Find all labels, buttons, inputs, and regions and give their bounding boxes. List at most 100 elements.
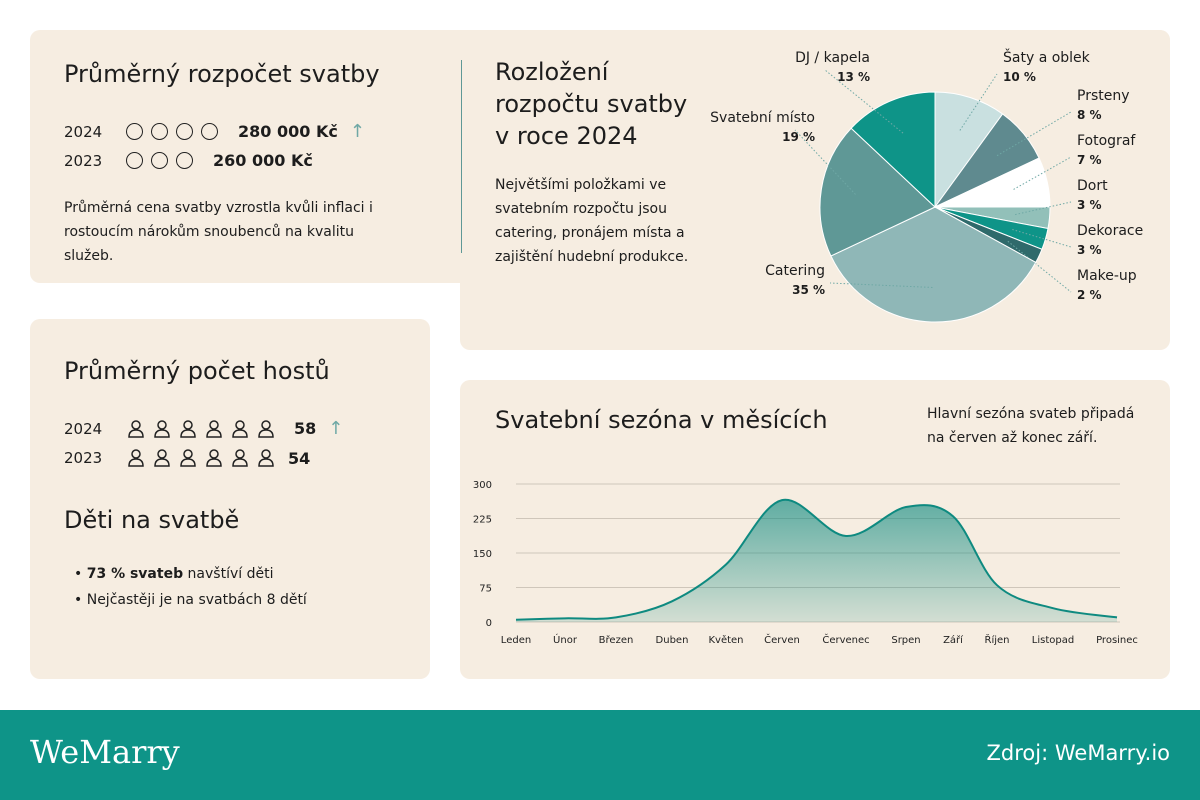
leader-line <box>829 282 933 288</box>
breakdown-title: Rozložení rozpočtu svatby v roce 2024 <box>495 58 688 150</box>
slice-percent: 3 % <box>1077 243 1102 257</box>
x-tick-label: Leden <box>501 635 531 646</box>
guests-value: 58 <box>294 419 317 438</box>
guests-row-2023: 2023 54 <box>64 448 310 468</box>
leader-line <box>959 73 998 131</box>
text: Nejčastěji je na svatbách 8 dětí <box>86 592 307 608</box>
person-icon <box>180 449 196 467</box>
slice-percent: 8 % <box>1077 108 1102 122</box>
source-text: Zdroj: WeMarry.io <box>986 741 1170 765</box>
person-icon <box>180 419 196 438</box>
person-icon <box>232 419 248 438</box>
slice-percent: 10 % <box>1003 70 1036 84</box>
x-tick-label: Červenec <box>822 633 869 646</box>
person-icon <box>258 419 274 438</box>
leader-line <box>1007 240 1072 293</box>
text: navštíví děti <box>183 566 274 582</box>
pie-chart: Šaty a oblek 10 % Prsteny 8 % Fotograf 7 % Dor… <box>710 48 1143 323</box>
slice-label: DJ / kapela <box>795 50 870 66</box>
y-tick-label: 300 <box>473 480 492 491</box>
coin-icon <box>201 123 218 140</box>
year: 2024 <box>64 122 103 141</box>
slice-percent: 2 % <box>1077 288 1102 302</box>
leader-line <box>996 111 1072 157</box>
coin-icon <box>126 152 143 169</box>
arrow-up-icon: ↑ <box>349 121 365 142</box>
x-tick-label: Únor <box>553 633 578 646</box>
pie-slice <box>934 91 1004 209</box>
series-line <box>515 498 1118 621</box>
coin-icon <box>151 152 168 169</box>
area-fill <box>516 499 1117 622</box>
pie-card <box>460 30 1170 350</box>
slice-percent: 3 % <box>1077 198 1102 212</box>
x-tick-label: Září <box>943 634 964 646</box>
person-icon <box>206 419 222 438</box>
person-icon <box>154 449 170 467</box>
slice-label: Catering <box>765 263 825 279</box>
slice-label: Dort <box>1077 178 1108 194</box>
slice-percent: 13 % <box>837 70 870 84</box>
kids-bullet: • 73 % svateb navštíví děti <box>74 566 274 582</box>
x-tick-label: Březen <box>599 634 634 646</box>
person-icon <box>128 449 144 467</box>
coin-icon <box>176 152 193 169</box>
area-chart: 0 75 150 225 300 Leden Únor Březen Duben Květen Če… <box>473 480 1138 646</box>
leader-line <box>1015 201 1072 216</box>
y-tick-label: 225 <box>473 515 492 526</box>
y-tick-label: 0 <box>486 618 492 629</box>
person-icon <box>128 419 144 438</box>
budget-value: 260 000 Kč <box>213 151 313 170</box>
leader-line <box>1013 156 1072 190</box>
year: 2023 <box>64 151 103 170</box>
person-icon <box>206 449 222 467</box>
leader-line <box>794 129 856 195</box>
slice-percent: 7 % <box>1077 153 1102 167</box>
x-tick-label: Květen <box>708 634 743 646</box>
kids-title: Děti na svatbě <box>64 506 240 534</box>
x-tick-label: Listopad <box>1032 635 1074 646</box>
budget-title: Průměrný rozpočet svatby <box>64 60 380 88</box>
person-icon <box>154 419 170 438</box>
year: 2023 <box>64 449 103 467</box>
bold-text: 73 % svateb <box>86 566 184 582</box>
coin-icon <box>126 123 143 140</box>
pie-slice <box>850 91 936 209</box>
budget-value: 280 000 Kč <box>238 122 338 141</box>
breakdown-note: Největšími položkami ve svatebním rozpoč… <box>495 177 689 265</box>
season-note: Hlavní sezóna svateb připadá na červen a… <box>927 406 1135 446</box>
guests-value: 54 <box>288 448 311 468</box>
footer <box>0 710 1200 800</box>
person-icon <box>258 449 274 467</box>
x-tick-label: Duben <box>656 635 689 646</box>
divider <box>461 60 462 253</box>
budget-row-2024: 2024 280 000 Kč ↑ <box>64 121 365 142</box>
y-tick-label: 150 <box>473 549 492 560</box>
slice-label: Svatební místo <box>710 110 815 126</box>
budget-row-2023: 2023 260 000 Kč <box>64 151 313 170</box>
slice-label: Prsteny <box>1077 88 1130 104</box>
budget-note: Průměrná cena svatby vzrostla kvůli infl… <box>64 200 373 264</box>
leader-line <box>824 69 904 134</box>
slice-label: Dekorace <box>1077 223 1143 239</box>
slice-label: Fotograf <box>1077 133 1136 149</box>
coin-icon <box>176 123 193 140</box>
pie-slice <box>830 206 1037 323</box>
slice-percent: 19 % <box>782 130 815 144</box>
kids-bullet: • Nejčastěji je na svatbách 8 dětí <box>74 592 307 608</box>
slice-label: Šaty a oblek <box>1003 48 1091 66</box>
slice-label: Make-up <box>1077 268 1137 284</box>
arrow-up-icon: ↑ <box>328 418 344 439</box>
guests-card <box>30 319 430 679</box>
slice-percent: 35 % <box>792 283 825 297</box>
x-tick-label: Prosinec <box>1096 635 1138 646</box>
season-title: Svatební sezóna v měsících <box>495 406 828 434</box>
person-icon <box>232 449 248 467</box>
x-tick-label: Červen <box>764 633 800 646</box>
y-tick-label: 75 <box>479 584 492 595</box>
x-tick-label: Srpen <box>891 635 920 646</box>
year: 2024 <box>64 419 103 438</box>
logo: WeMarry <box>30 733 180 771</box>
guests-title: Průměrný počet hostů <box>64 357 330 385</box>
guests-row-2024: 2024 58 ↑ <box>64 418 343 439</box>
